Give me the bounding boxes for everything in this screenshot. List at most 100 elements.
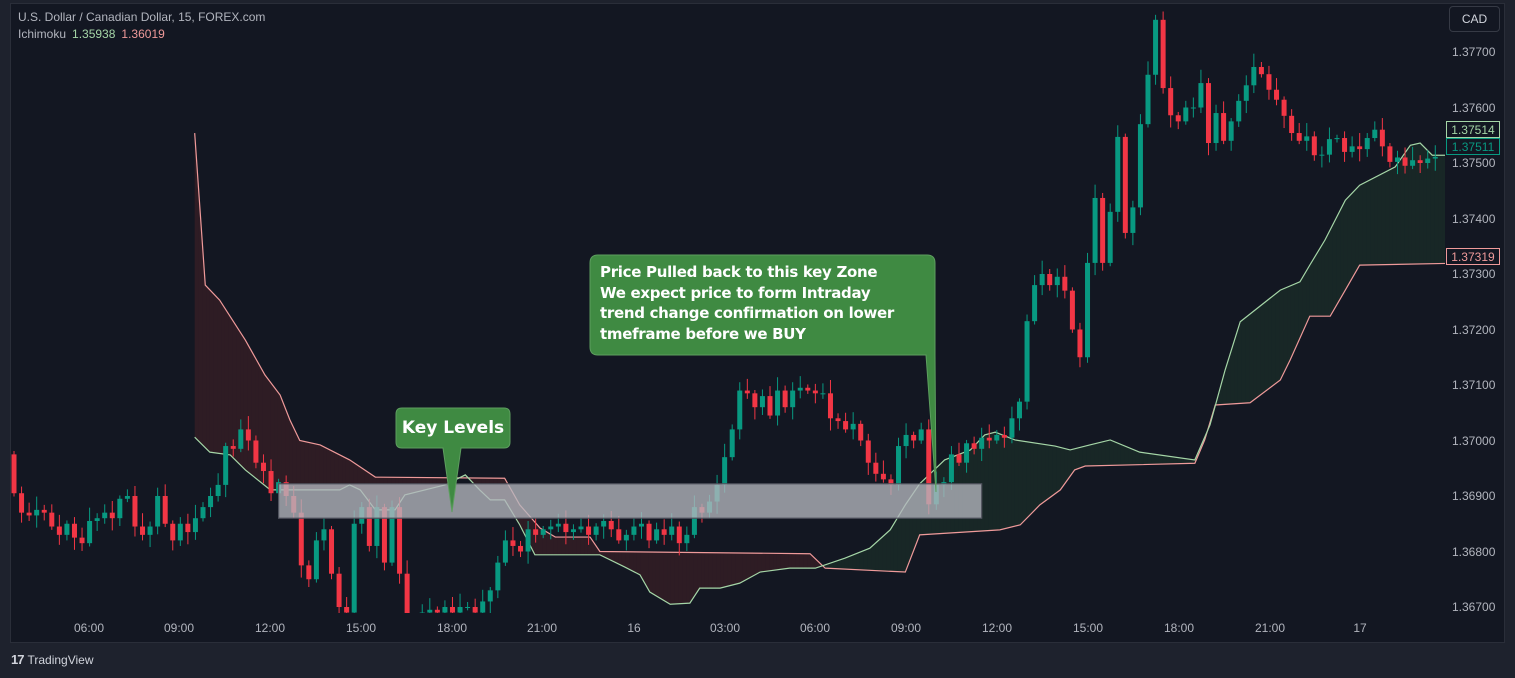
candle-up xyxy=(1243,75,1249,114)
candle-body xyxy=(1236,100,1242,122)
cloud-segment xyxy=(1400,153,1405,265)
candle-body xyxy=(1357,146,1363,150)
cloud-segment xyxy=(1264,299,1269,392)
cloud-segment xyxy=(984,433,989,531)
currency-button[interactable]: CAD xyxy=(1449,6,1500,32)
cloud-segment xyxy=(572,537,577,555)
candle-down xyxy=(1077,322,1083,368)
cloud-segment xyxy=(353,462,358,489)
candle-down xyxy=(245,416,251,451)
last-price-label: 1.37511 xyxy=(1446,138,1500,155)
candle-body xyxy=(510,540,516,546)
candle-body xyxy=(102,512,108,519)
candle-down xyxy=(586,514,592,545)
candle-down xyxy=(1258,61,1264,78)
candle-body xyxy=(238,429,244,449)
price-tick-label: 1.37500 xyxy=(1452,156,1496,170)
time-tick-label: 15:00 xyxy=(345,621,377,635)
cloud-segment xyxy=(655,552,660,598)
symbol-title[interactable]: U.S. Dollar / Canadian Dollar, 15, FOREX… xyxy=(18,10,266,24)
cloud-segment xyxy=(1423,146,1427,264)
candle-body xyxy=(1349,146,1355,152)
cloud-segment xyxy=(1275,290,1280,384)
cloud-segment xyxy=(1022,441,1027,523)
cloud-segment xyxy=(901,504,906,573)
cloud-segment xyxy=(1101,441,1106,466)
cloud-segment xyxy=(1188,459,1193,464)
candle-body xyxy=(351,523,357,613)
candle-down xyxy=(1311,131,1317,161)
cloud-segment xyxy=(988,432,993,531)
candle-down xyxy=(344,597,350,613)
cloud-segment xyxy=(546,531,551,555)
tradingview-branding[interactable]: 17 TradingView xyxy=(11,652,94,667)
candle-down xyxy=(1289,109,1295,141)
cloud-segment xyxy=(300,440,305,490)
cloud-segment xyxy=(1052,445,1057,496)
cloud-segment xyxy=(1396,159,1401,265)
candle-up xyxy=(94,513,100,531)
candle-body xyxy=(1160,19,1166,89)
candle-down xyxy=(911,431,917,449)
candle-body xyxy=(896,446,902,485)
candle-down xyxy=(79,527,85,551)
cloud-segment xyxy=(277,391,282,490)
candle-body xyxy=(926,429,932,505)
candle-down xyxy=(1069,287,1075,333)
cloud-segment xyxy=(992,432,997,531)
candle-down xyxy=(1100,192,1106,271)
time-tick-label: 12:00 xyxy=(254,621,286,635)
zone-note-line: tmeframe before we BUY xyxy=(600,324,806,343)
candle-body xyxy=(253,440,259,463)
cloud-segment xyxy=(1007,436,1012,529)
cloud-segment xyxy=(1442,155,1445,264)
zone-note-callout-bubble[interactable] xyxy=(589,254,937,493)
cloud-segment xyxy=(342,456,346,489)
candle-down xyxy=(306,560,312,588)
candle-up xyxy=(313,532,319,583)
key-levels-callout-shape[interactable] xyxy=(395,407,511,513)
cloud-segment xyxy=(1064,448,1068,485)
candle-body xyxy=(601,520,607,527)
key-levels-label: Key Levels xyxy=(401,418,505,438)
cloud-segment xyxy=(773,553,777,571)
cloud-segment xyxy=(1268,296,1272,390)
candle-body xyxy=(298,512,304,566)
indicator-legend[interactable]: Ichimoku 1.35938 1.36019 xyxy=(18,27,165,41)
time-tick-label: 09:00 xyxy=(163,621,195,635)
key-zone-rectangle[interactable] xyxy=(278,483,983,519)
cloud-segment xyxy=(814,558,819,569)
candle-down xyxy=(616,515,622,544)
candle-body xyxy=(956,454,962,463)
cloud-segment xyxy=(667,552,671,605)
cloud-segment xyxy=(640,551,645,583)
cloud-segment xyxy=(1018,440,1023,526)
cloud-segment xyxy=(1411,144,1416,265)
candle-body xyxy=(548,526,554,530)
cloud-segment xyxy=(1098,441,1102,466)
candle-down xyxy=(434,606,440,613)
candle-body xyxy=(903,434,909,447)
candle-body xyxy=(1145,74,1151,125)
candle-body xyxy=(1039,274,1045,286)
candle-body xyxy=(1258,66,1264,75)
cloud-segment xyxy=(345,458,350,487)
cloud-segment xyxy=(618,551,622,566)
cloud-segment xyxy=(606,551,611,561)
cloud-segment xyxy=(1321,240,1325,317)
candle-down xyxy=(986,424,992,449)
price-tick-label: 1.37400 xyxy=(1452,211,1496,226)
span-a-price-label: 1.37514 xyxy=(1446,121,1500,138)
key-levels-callout-bubble[interactable] xyxy=(395,407,511,513)
time-tick-label: 21:00 xyxy=(526,621,558,635)
candle-body xyxy=(404,573,410,613)
cloud-segment xyxy=(202,241,207,449)
candle-body xyxy=(1205,83,1211,144)
cloud-segment xyxy=(1302,271,1307,334)
cloud-segment xyxy=(1294,282,1299,350)
zone-note-callout-shape[interactable] xyxy=(589,254,937,493)
candle-down xyxy=(1379,118,1385,157)
cloud-segment xyxy=(1237,320,1242,404)
cloud-segment xyxy=(750,553,755,578)
